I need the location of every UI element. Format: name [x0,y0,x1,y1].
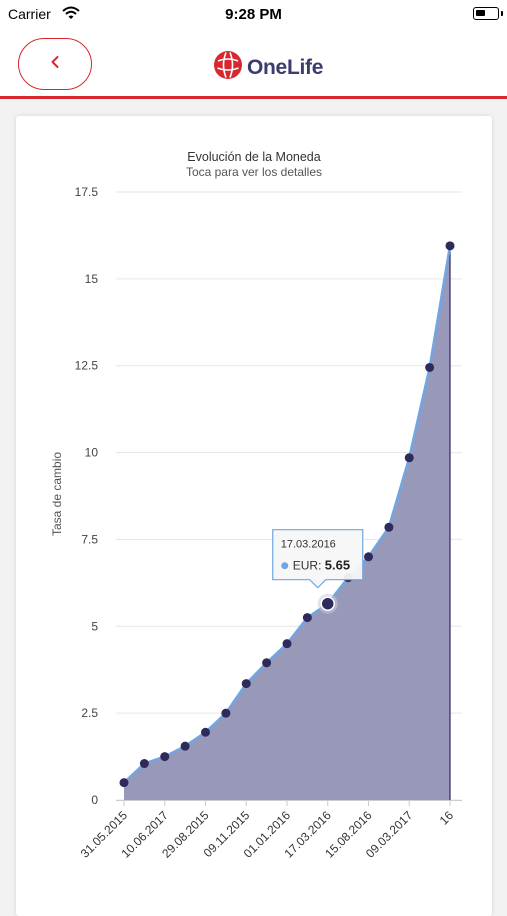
header: OneLife [0,28,507,96]
y-tick-label: 5 [91,619,98,633]
header-divider [0,96,507,99]
y-tick-label: 0 [91,793,98,807]
data-point [404,453,414,463]
y-tick-label: 7.5 [81,532,98,546]
chart-card: Evolución de la Moneda Toca para ver los… [16,116,492,916]
status-bar: Carrier 9:28 PM [0,0,507,28]
y-tick-label: 12.5 [75,359,99,373]
tooltip-box [272,529,364,589]
y-tick-label: 17.5 [75,185,99,199]
data-point [425,362,435,372]
data-tooltip: 17.03.2016 EUR: 5.65 [272,529,364,589]
tooltip-series-dot [281,562,289,570]
x-axis-ticks: 31.05.201510.06.201729.08.201509.11.2015… [78,800,462,861]
data-point [302,613,312,623]
currency-chart[interactable]: Evolución de la Moneda Toca para ver los… [16,116,492,900]
data-point [241,679,251,689]
brand-name: OneLife [247,55,324,79]
carrier-label: Carrier [8,6,51,22]
y-axis-label: Tasa de cambio [50,452,64,536]
tooltip-value: 5.65 [325,558,350,573]
data-point [119,778,129,788]
data-point [384,522,394,532]
wifi-icon [62,6,80,25]
chart-subtitle: Toca para ver los detalles [186,165,322,179]
data-point [282,639,292,649]
battery-icon [473,7,503,20]
plot-area [119,241,455,800]
data-point [364,552,373,562]
data-point [262,658,272,668]
data-point [160,752,170,762]
clock: 9:28 PM [225,6,282,23]
x-tick-label: 16 [437,808,457,828]
tooltip-series-name: EUR: [293,559,322,573]
y-tick-label: 15 [85,272,99,286]
y-tick-label: 2.5 [81,706,98,720]
y-axis-ticks: 0 2.5 5 7.5 10 12.5 15 17.5 [75,185,99,807]
area-fill [124,245,450,800]
data-point [445,241,455,251]
y-tick-label: 10 [85,446,99,460]
globe-logo-icon [213,50,243,85]
chevron-left-icon [50,55,60,74]
data-point [201,727,210,737]
active-data-point [320,596,335,611]
data-point [221,708,231,718]
back-button[interactable] [18,38,92,90]
chart-title: Evolución de la Moneda [187,150,320,164]
tooltip-date: 17.03.2016 [281,539,336,551]
onelife-logo: OneLife [213,50,323,85]
data-point [180,741,190,751]
data-point [139,759,149,769]
